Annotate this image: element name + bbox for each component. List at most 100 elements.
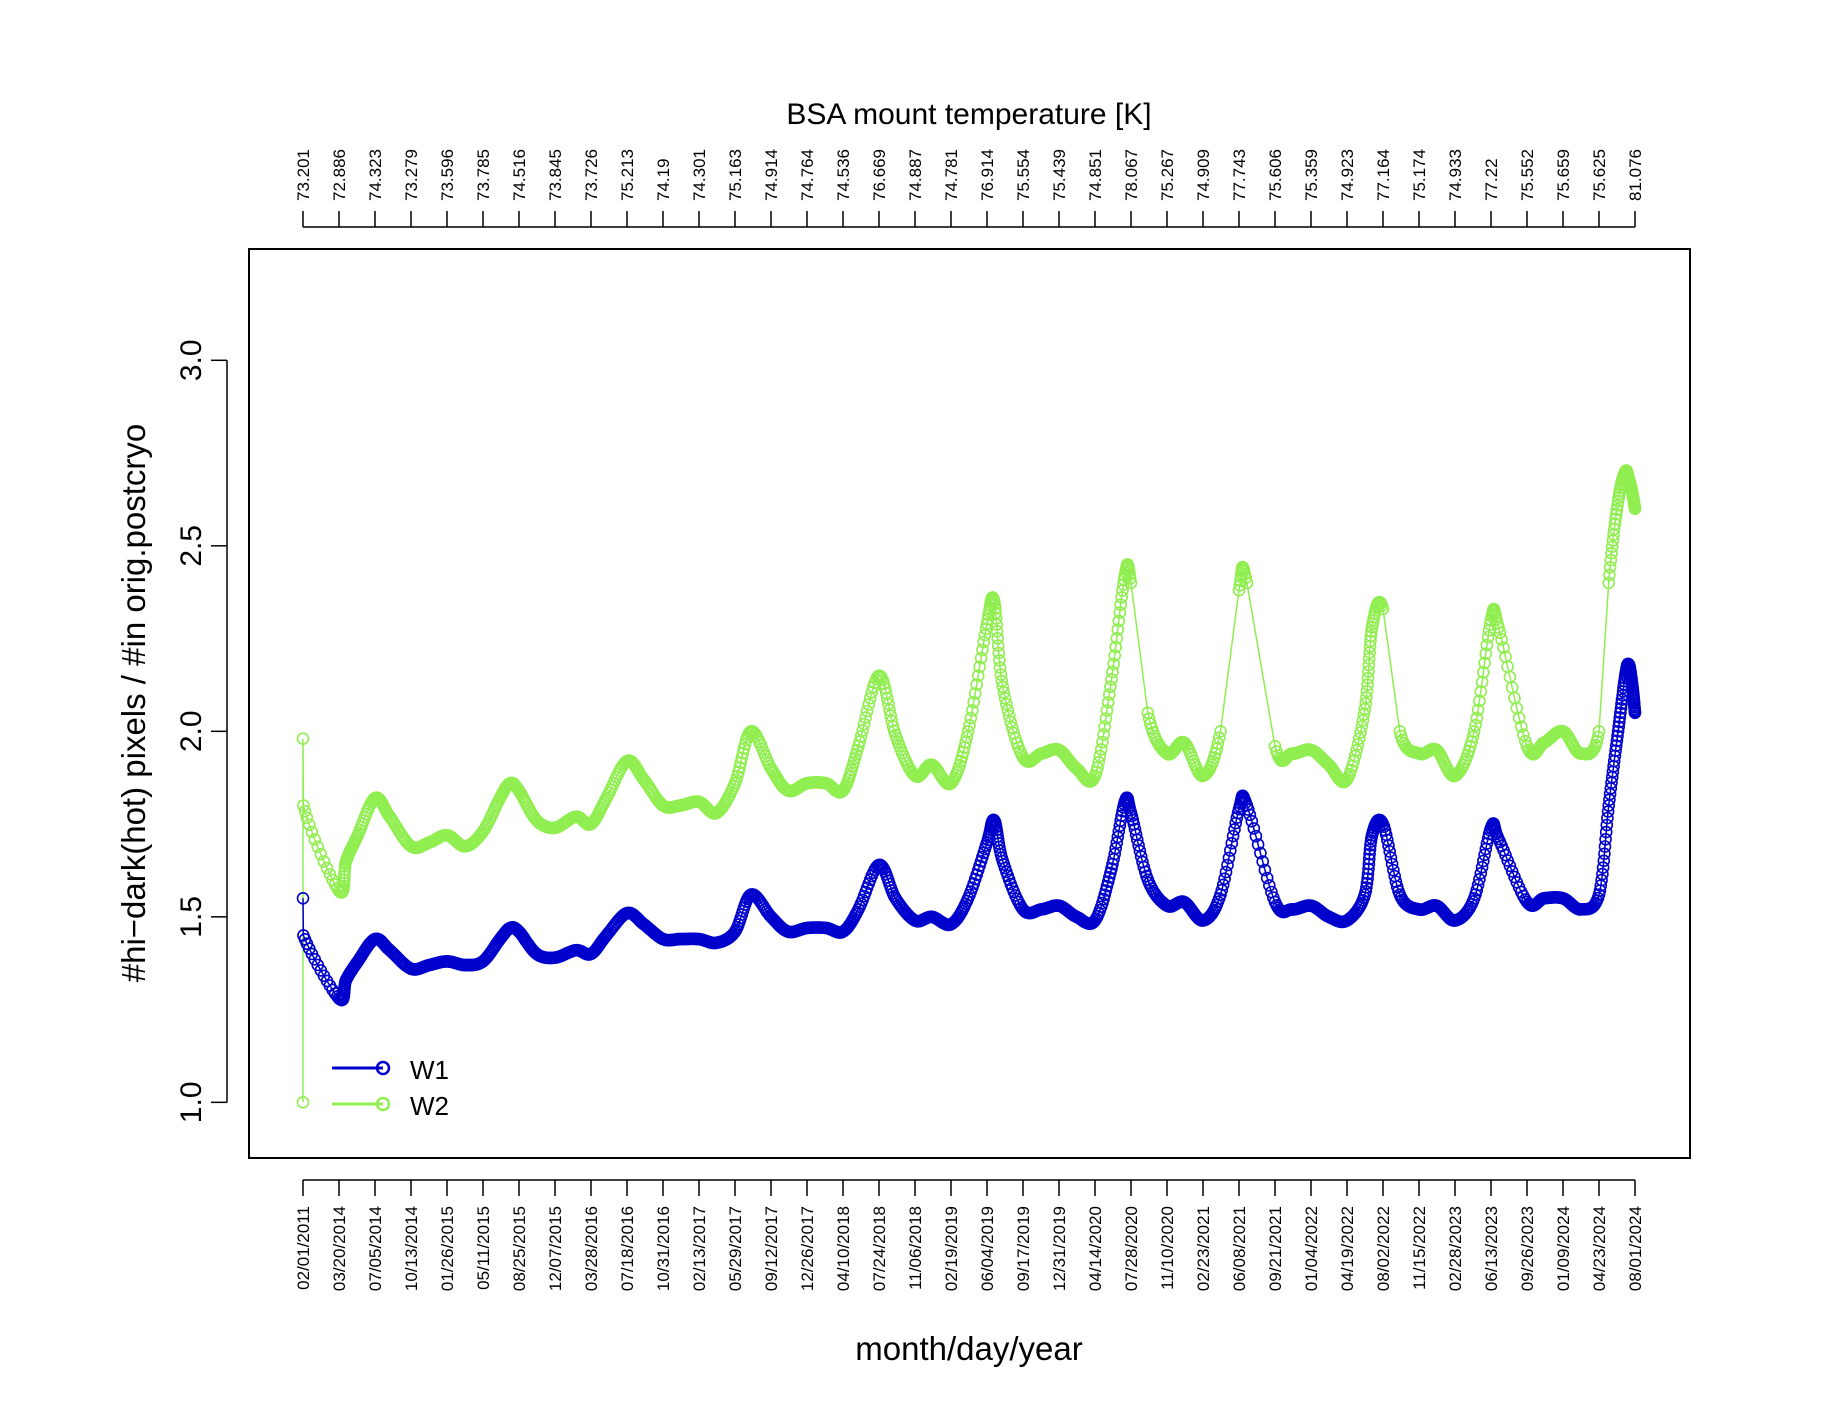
top-tick-label: 74.923 xyxy=(1338,149,1357,201)
series-w2-point xyxy=(1117,578,1130,591)
series-w1-point xyxy=(1362,852,1376,866)
x-tick-label: 11/15/2022 xyxy=(1410,1206,1429,1290)
x-tick-label: 12/31/2019 xyxy=(1050,1206,1069,1291)
series-w2-point xyxy=(1609,512,1622,526)
series-w1-point xyxy=(1503,859,1517,873)
series-w1-point xyxy=(1363,847,1376,861)
series-w2-point xyxy=(976,643,989,657)
top-tick-label: 74.323 xyxy=(366,149,385,201)
x-tick-label: 11/06/2018 xyxy=(906,1206,925,1290)
series-w2-point xyxy=(1469,718,1482,732)
series-w2-point xyxy=(1479,647,1493,661)
series-w2-point xyxy=(296,732,310,746)
series-w2-point xyxy=(298,804,312,818)
series-w2-point xyxy=(338,869,351,883)
x-tick-label: 01/09/2024 xyxy=(1554,1206,1573,1291)
series-w2-point xyxy=(1103,688,1116,701)
series-w2-point xyxy=(880,692,894,705)
series-w2-point xyxy=(1091,761,1104,774)
series-w1-point xyxy=(1389,875,1403,889)
top-tick-label: 77.22 xyxy=(1482,158,1501,201)
series-w1-point xyxy=(1597,854,1611,868)
series-w2-point xyxy=(973,660,986,674)
series-w2-point xyxy=(1111,623,1125,636)
x-tick-label: 12/26/2017 xyxy=(798,1206,817,1291)
series-w1-point xyxy=(1362,862,1375,876)
series-w1-point xyxy=(1612,720,1625,734)
x-tick-label: 10/31/2016 xyxy=(654,1206,673,1291)
y-tick-label: 3.0 xyxy=(175,339,208,381)
series-w2-point xyxy=(1493,626,1507,640)
series-w2-point xyxy=(963,718,976,732)
series-w2-point xyxy=(977,635,991,649)
top-tick-label: 74.851 xyxy=(1086,149,1105,201)
top-tick-label: 72.886 xyxy=(330,149,349,201)
series-w2-point xyxy=(994,668,1008,681)
series-w1-point xyxy=(1383,845,1396,858)
series-w1-point xyxy=(1595,873,1608,887)
series-w2-point xyxy=(856,724,869,737)
series-w2-point xyxy=(1497,641,1510,655)
x-tick-label: 08/01/2024 xyxy=(1626,1206,1645,1291)
series-w2-point xyxy=(305,825,319,839)
series-w2-point xyxy=(1358,702,1372,716)
series-w2-point xyxy=(1354,726,1367,739)
series-w1-point xyxy=(1614,701,1628,715)
series-w2-point xyxy=(1109,640,1122,654)
series-w2-point xyxy=(859,711,872,724)
x-tick-label: 02/13/2017 xyxy=(690,1206,709,1291)
x-tick-label: 02/23/2021 xyxy=(1194,1206,1213,1291)
series-w2-point xyxy=(996,680,1010,694)
legend-label-w2: W2 xyxy=(410,1091,449,1121)
series-w1-point xyxy=(1263,879,1276,892)
x-axis-title: month/day/year xyxy=(855,1330,1082,1367)
series-w1-point xyxy=(1221,858,1234,872)
series-w2-point xyxy=(1466,730,1480,744)
series-w2-point xyxy=(1360,684,1374,698)
series-w2-point xyxy=(1471,703,1485,717)
top-tick-label: 75.267 xyxy=(1158,149,1177,201)
series-w2-point xyxy=(1361,678,1374,692)
series-w1-point xyxy=(1225,836,1239,850)
series-w2-point xyxy=(1232,583,1246,597)
series-w1-point xyxy=(1387,863,1400,877)
series-w2-point xyxy=(964,711,978,725)
series-w2-point xyxy=(1393,724,1407,738)
top-tick-label: 73.785 xyxy=(474,149,493,201)
series-w2-point xyxy=(735,751,749,765)
series-w2-point xyxy=(1470,711,1484,725)
series-w1-point xyxy=(1473,872,1486,886)
x-tick-label: 06/08/2021 xyxy=(1230,1206,1249,1291)
top-tick-label: 75.659 xyxy=(1554,149,1573,201)
series-w2-point xyxy=(970,678,984,691)
series-w1-point xyxy=(1247,822,1261,835)
series-w2-point xyxy=(300,811,314,825)
series-w2-point xyxy=(853,735,867,748)
series-w2-point xyxy=(980,617,994,631)
series-w2-point xyxy=(733,761,746,774)
series-w1-point xyxy=(1249,829,1263,843)
x-tick-label: 07/05/2014 xyxy=(366,1206,385,1291)
series-w2-point xyxy=(1000,697,1013,711)
top-tick-label: 75.625 xyxy=(1590,149,1609,201)
x-tick-label: 01/04/2022 xyxy=(1302,1206,1321,1291)
series-w2-point xyxy=(967,695,981,709)
series-w2-point xyxy=(1604,553,1618,567)
series-w2-point xyxy=(1100,704,1114,717)
series-w2-point xyxy=(862,698,876,711)
top-tick-label: 74.764 xyxy=(798,149,817,201)
x-tick-label: 03/28/2016 xyxy=(582,1206,601,1291)
series-w1-point xyxy=(1219,865,1233,879)
series-w1-point xyxy=(1596,867,1609,881)
top-tick-label: 73.201 xyxy=(294,149,313,201)
series-w2-point xyxy=(1110,631,1124,645)
x-tick-label: 11/10/2020 xyxy=(1158,1206,1177,1290)
series-w2-point xyxy=(734,756,748,770)
x-axis: 02/01/2011 03/20/2014 07/05/2014 10/13/2014… xyxy=(294,1179,1645,1291)
series-w2-point xyxy=(314,847,328,861)
series-w2-point xyxy=(860,704,874,718)
series-w1-point xyxy=(1480,837,1494,850)
x-tick-label: 08/02/2022 xyxy=(1374,1206,1393,1291)
series-w2-point xyxy=(1350,743,1363,757)
x-tick-label: 07/28/2020 xyxy=(1122,1206,1141,1291)
